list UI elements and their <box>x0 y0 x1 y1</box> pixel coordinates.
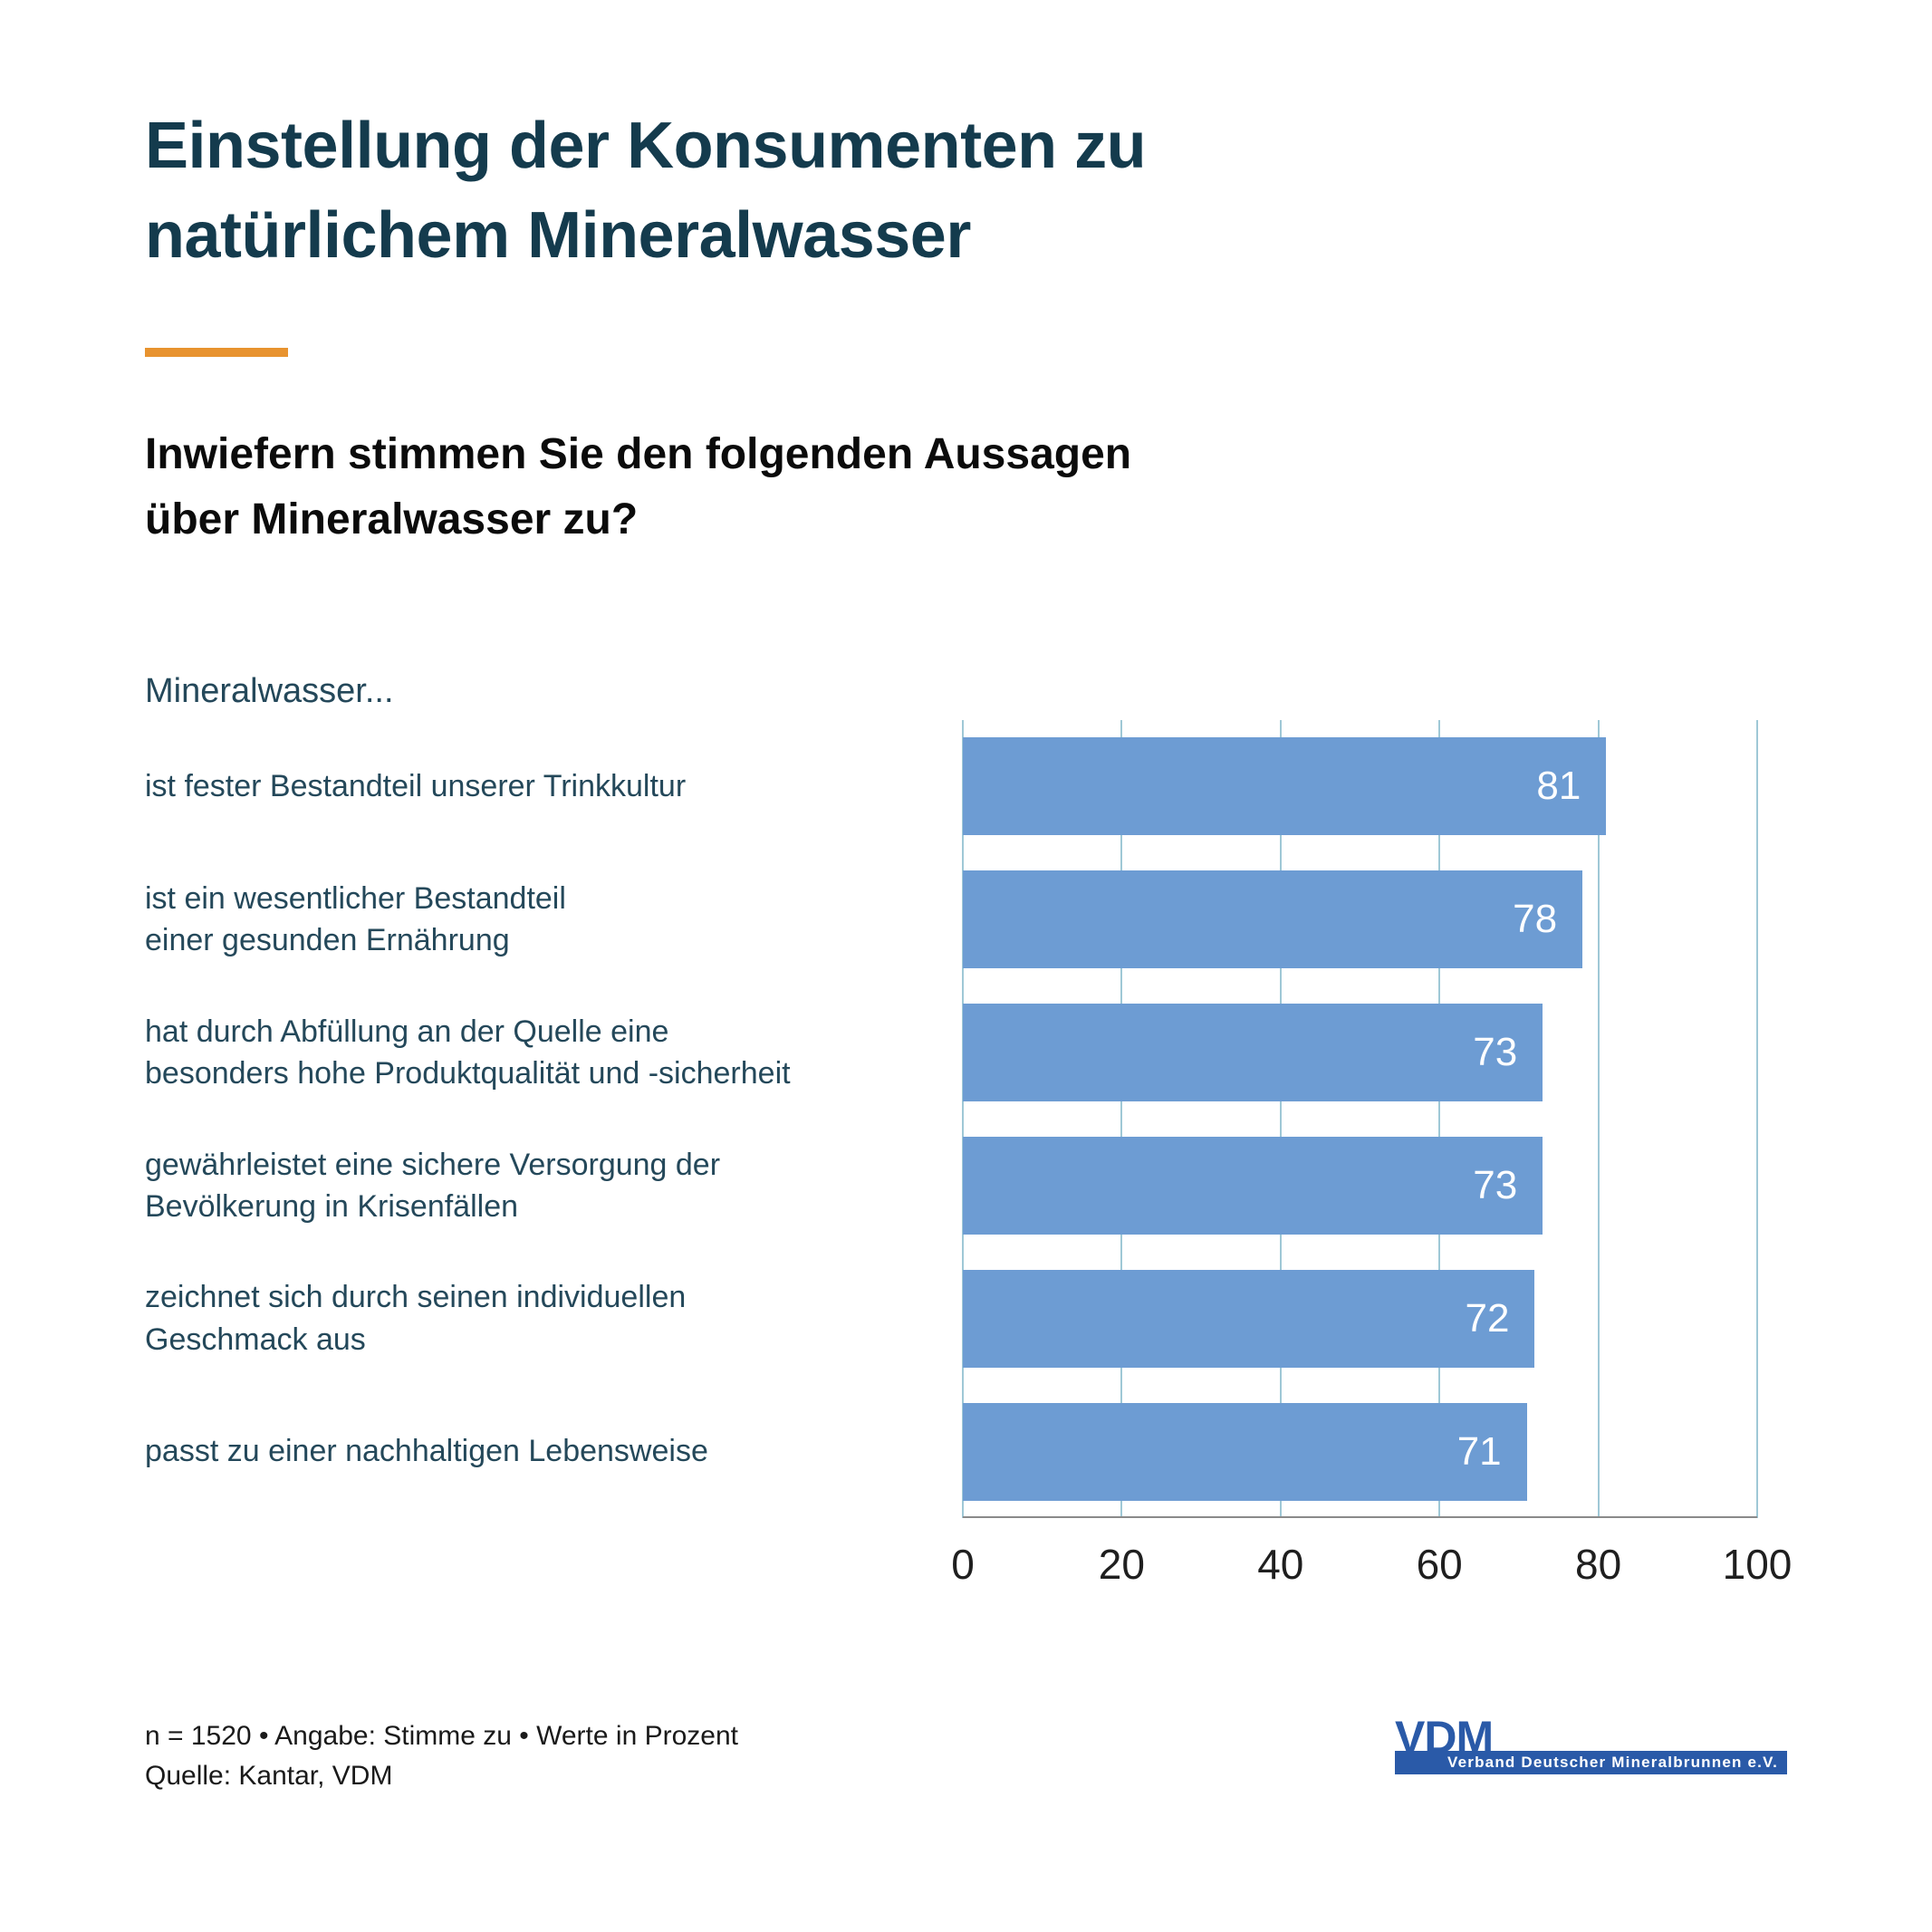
bar-track: 72 <box>963 1269 1757 1368</box>
bar: 81 <box>963 737 1607 836</box>
category-label-line: besonders hohe Produktqualität und -sich… <box>145 1056 791 1091</box>
x-tick: 100 <box>1722 1541 1793 1588</box>
chart-row: hat durch Abfüllung an der Quelle eine b… <box>145 986 1757 1120</box>
x-tick: 40 <box>1257 1541 1304 1588</box>
x-tick: 0 <box>951 1541 975 1588</box>
survey-question-line-1: Inwiefern stimmen Sie den folgenden Auss… <box>145 430 1132 478</box>
gridline-20 <box>1120 720 1123 1518</box>
category-label: zeichnet sich durch seinen individuellen… <box>145 1276 963 1360</box>
gridline-40 <box>1279 720 1282 1518</box>
x-tick: 60 <box>1416 1541 1463 1588</box>
bar-value-label: 81 <box>1536 764 1581 809</box>
gridline-80 <box>1597 720 1600 1518</box>
page-title-line-1: Einstellung der Konsumenten zu <box>145 110 1147 182</box>
bar-track: 71 <box>963 1402 1757 1501</box>
chart-row: ist fester Bestandteil unserer Trinkkult… <box>145 720 1757 853</box>
bar-value-label: 78 <box>1513 897 1558 942</box>
bar: 73 <box>963 1004 1543 1102</box>
bar-value-label: 73 <box>1473 1030 1518 1075</box>
category-label: hat durch Abfüllung an der Quelle eine b… <box>145 1011 963 1094</box>
category-label-line: einer gesunden Ernährung <box>145 923 510 958</box>
category-label: passt zu einer nachhaltigen Lebensweise <box>145 1430 963 1472</box>
category-label: gewährleistet eine sichere Versorgung de… <box>145 1144 963 1227</box>
chart-row: ist ein wesentlicher Bestandteil einer g… <box>145 853 1757 986</box>
bar-track: 81 <box>963 737 1757 836</box>
x-axis-ticks: 0 20 40 60 80 100 <box>951 1540 1792 1594</box>
bar-track: 73 <box>963 1004 1757 1102</box>
chart-row: passt zu einer nachhaltigen Lebensweise … <box>145 1385 1757 1518</box>
survey-question: Inwiefern stimmen Sie den folgenden Auss… <box>145 422 1594 553</box>
bar-value-label: 72 <box>1465 1295 1510 1341</box>
page-title-line-2: natürlichem Mineralwasser <box>145 199 971 273</box>
chart-row: zeichnet sich durch seinen individuellen… <box>145 1252 1757 1385</box>
category-label: ist fester Bestandteil unserer Trinkkult… <box>145 765 963 807</box>
category-label-line: ist fester Bestandteil unserer Trinkkult… <box>145 769 687 804</box>
category-label-line: gewährleistet eine sichere Versorgung de… <box>145 1147 721 1182</box>
bar: 73 <box>963 1136 1543 1235</box>
bar: 78 <box>963 870 1583 969</box>
gridline-60 <box>1438 720 1441 1518</box>
x-axis-line <box>963 1516 1757 1518</box>
category-label: ist ein wesentlicher Bestandteil einer g… <box>145 878 963 961</box>
bar-track: 78 <box>963 870 1757 969</box>
bar-value-label: 71 <box>1456 1428 1502 1474</box>
chart-row: gewährleistet eine sichere Versorgung de… <box>145 1119 1757 1252</box>
gridline-100 <box>1756 720 1758 1518</box>
survey-question-line-2: über Mineralwasser zu? <box>145 495 639 543</box>
bar-chart: ist fester Bestandteil unserer Trinkkult… <box>145 720 1758 1518</box>
footnote-source: Quelle: Kantar, VDM <box>145 1761 393 1792</box>
x-tick: 80 <box>1575 1541 1622 1588</box>
accent-divider <box>145 348 288 357</box>
x-tick: 20 <box>1098 1541 1145 1588</box>
vdm-logo-bar: Verband Deutscher Mineralbrunnen e.V. <box>1395 1751 1787 1774</box>
bar: 71 <box>963 1402 1527 1501</box>
chart-gridlines <box>962 720 1758 1518</box>
footnote-sample-info: n = 1520 • Angabe: Stimme zu • Werte in … <box>145 1721 738 1751</box>
chart-rows: ist fester Bestandteil unserer Trinkkult… <box>145 720 1757 1518</box>
chart-intro-label: Mineralwasser... <box>145 672 394 710</box>
bar-track: 73 <box>963 1136 1757 1235</box>
bar: 72 <box>963 1269 1535 1368</box>
category-label-line: passt zu einer nachhaltigen Lebensweise <box>145 1434 708 1469</box>
vdm-logo-name: Verband Deutscher Mineralbrunnen e.V. <box>1447 1754 1778 1771</box>
page-title: Einstellung der Konsumenten zu natürlich… <box>145 101 1730 282</box>
category-label-line: Geschmack aus <box>145 1322 366 1357</box>
bar-value-label: 73 <box>1473 1162 1518 1207</box>
category-label-line: Bevölkerung in Krisenfällen <box>145 1188 519 1224</box>
category-label-line: ist ein wesentlicher Bestandteil <box>145 881 566 916</box>
category-label-line: zeichnet sich durch seinen individuellen <box>145 1280 687 1315</box>
footnote: n = 1520 • Angabe: Stimme zu • Werte in … <box>145 1716 738 1796</box>
gridline-0 <box>962 720 964 1518</box>
vdm-logo: VDM Verband Deutscher Mineralbrunnen e.V… <box>1395 1715 1787 1774</box>
category-label-line: hat durch Abfüllung an der Quelle eine <box>145 1014 669 1049</box>
